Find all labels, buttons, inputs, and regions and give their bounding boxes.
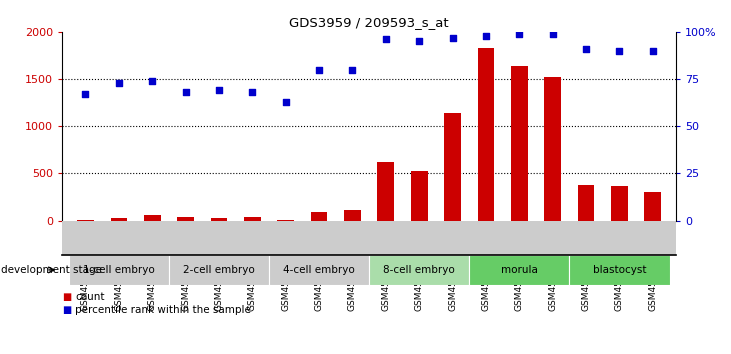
Bar (469, 255, 569, 285)
Bar (477, 48, 494, 221)
Bar (69, 255, 169, 285)
Bar (344, 210, 361, 221)
Point (280, 99, 292, 104)
Bar (277, 220, 294, 221)
Bar (444, 113, 461, 221)
Bar (110, 218, 127, 221)
Point (80, 91, 91, 97)
Bar (511, 66, 528, 221)
Point (447, 35, 458, 40)
Point (580, 46, 592, 52)
Bar (645, 192, 661, 221)
Text: 4-cell embryo: 4-cell embryo (283, 265, 355, 275)
Bar (77, 220, 94, 221)
Bar (411, 171, 428, 221)
Text: 1-cell embryo: 1-cell embryo (83, 265, 155, 275)
Text: ■: ■ (62, 292, 72, 302)
Point (613, 48, 625, 53)
Point (413, 39, 425, 44)
Bar (577, 185, 594, 221)
Text: blastocyst: blastocyst (593, 265, 646, 275)
Point (513, 31, 525, 36)
Point (547, 31, 558, 36)
Bar (611, 185, 628, 221)
Bar (178, 217, 194, 221)
Bar (244, 217, 261, 221)
Bar (269, 255, 369, 285)
Point (346, 67, 358, 73)
Bar (369, 255, 469, 285)
Text: count: count (75, 292, 105, 302)
Text: development stage: development stage (1, 265, 102, 275)
Point (146, 78, 158, 84)
Bar (144, 215, 161, 221)
Text: 8-cell embryo: 8-cell embryo (383, 265, 455, 275)
Bar (377, 162, 394, 221)
Bar (545, 77, 561, 221)
Point (647, 48, 659, 53)
Text: 2-cell embryo: 2-cell embryo (183, 265, 255, 275)
Point (380, 36, 392, 42)
Point (113, 80, 125, 86)
Point (480, 33, 492, 39)
Text: ■: ■ (62, 305, 72, 315)
Text: percentile rank within the sample: percentile rank within the sample (75, 305, 251, 315)
Point (180, 90, 192, 95)
Point (314, 67, 325, 73)
Bar (169, 255, 269, 285)
Text: morula: morula (501, 265, 538, 275)
Point (246, 90, 258, 95)
Point (213, 87, 225, 93)
Title: GDS3959 / 209593_s_at: GDS3959 / 209593_s_at (289, 16, 449, 29)
Bar (211, 218, 227, 221)
Bar (569, 255, 670, 285)
Bar (311, 212, 327, 221)
